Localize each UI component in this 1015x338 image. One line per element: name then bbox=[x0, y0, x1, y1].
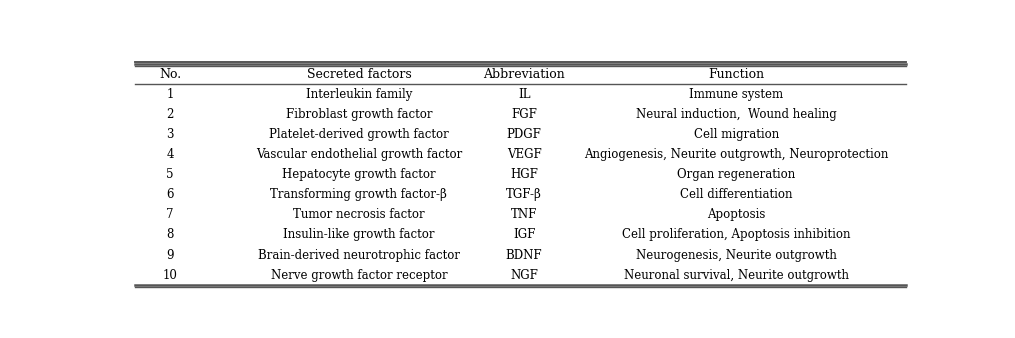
Text: Neurogenesis, Neurite outgrowth: Neurogenesis, Neurite outgrowth bbox=[636, 248, 837, 262]
Text: Abbreviation: Abbreviation bbox=[483, 68, 565, 80]
Text: Transforming growth factor-β: Transforming growth factor-β bbox=[270, 188, 448, 201]
Text: VEGF: VEGF bbox=[506, 148, 541, 161]
Text: Cell differentiation: Cell differentiation bbox=[680, 188, 793, 201]
Text: 6: 6 bbox=[166, 188, 174, 201]
Text: 8: 8 bbox=[166, 228, 174, 241]
Text: Brain-derived neurotrophic factor: Brain-derived neurotrophic factor bbox=[258, 248, 460, 262]
Text: Neuronal survival, Neurite outgrowth: Neuronal survival, Neurite outgrowth bbox=[624, 269, 849, 282]
Text: IGF: IGF bbox=[513, 228, 535, 241]
Text: TGF-β: TGF-β bbox=[506, 188, 542, 201]
Text: Insulin-like growth factor: Insulin-like growth factor bbox=[283, 228, 434, 241]
Text: 7: 7 bbox=[166, 208, 174, 221]
Text: IL: IL bbox=[518, 88, 531, 101]
Text: 10: 10 bbox=[162, 269, 178, 282]
Text: HGF: HGF bbox=[511, 168, 538, 181]
Text: Neural induction,  Wound healing: Neural induction, Wound healing bbox=[636, 108, 837, 121]
Text: No.: No. bbox=[159, 68, 182, 80]
Text: Cell proliferation, Apoptosis inhibition: Cell proliferation, Apoptosis inhibition bbox=[622, 228, 851, 241]
Text: PDGF: PDGF bbox=[506, 128, 542, 141]
Text: 2: 2 bbox=[166, 108, 174, 121]
Text: Immune system: Immune system bbox=[689, 88, 784, 101]
Text: Hepatocyte growth factor: Hepatocyte growth factor bbox=[282, 168, 435, 181]
Text: NGF: NGF bbox=[511, 269, 538, 282]
Text: Secreted factors: Secreted factors bbox=[307, 68, 411, 80]
Text: 3: 3 bbox=[166, 128, 174, 141]
Text: BDNF: BDNF bbox=[505, 248, 542, 262]
Text: TNF: TNF bbox=[511, 208, 537, 221]
Text: 5: 5 bbox=[166, 168, 174, 181]
Text: 9: 9 bbox=[166, 248, 174, 262]
Text: Function: Function bbox=[708, 68, 764, 80]
Text: Cell migration: Cell migration bbox=[694, 128, 780, 141]
Text: Platelet-derived growth factor: Platelet-derived growth factor bbox=[269, 128, 449, 141]
Text: Fibroblast growth factor: Fibroblast growth factor bbox=[285, 108, 432, 121]
Text: Organ regeneration: Organ regeneration bbox=[677, 168, 796, 181]
Text: 4: 4 bbox=[166, 148, 174, 161]
Text: Apoptosis: Apoptosis bbox=[707, 208, 765, 221]
Text: 1: 1 bbox=[166, 88, 174, 101]
Text: Nerve growth factor receptor: Nerve growth factor receptor bbox=[271, 269, 448, 282]
Text: Angiogenesis, Neurite outgrowth, Neuroprotection: Angiogenesis, Neurite outgrowth, Neuropr… bbox=[585, 148, 889, 161]
Text: Interleukin family: Interleukin family bbox=[306, 88, 412, 101]
Text: FGF: FGF bbox=[512, 108, 537, 121]
Text: Vascular endothelial growth factor: Vascular endothelial growth factor bbox=[256, 148, 462, 161]
Text: Tumor necrosis factor: Tumor necrosis factor bbox=[293, 208, 424, 221]
